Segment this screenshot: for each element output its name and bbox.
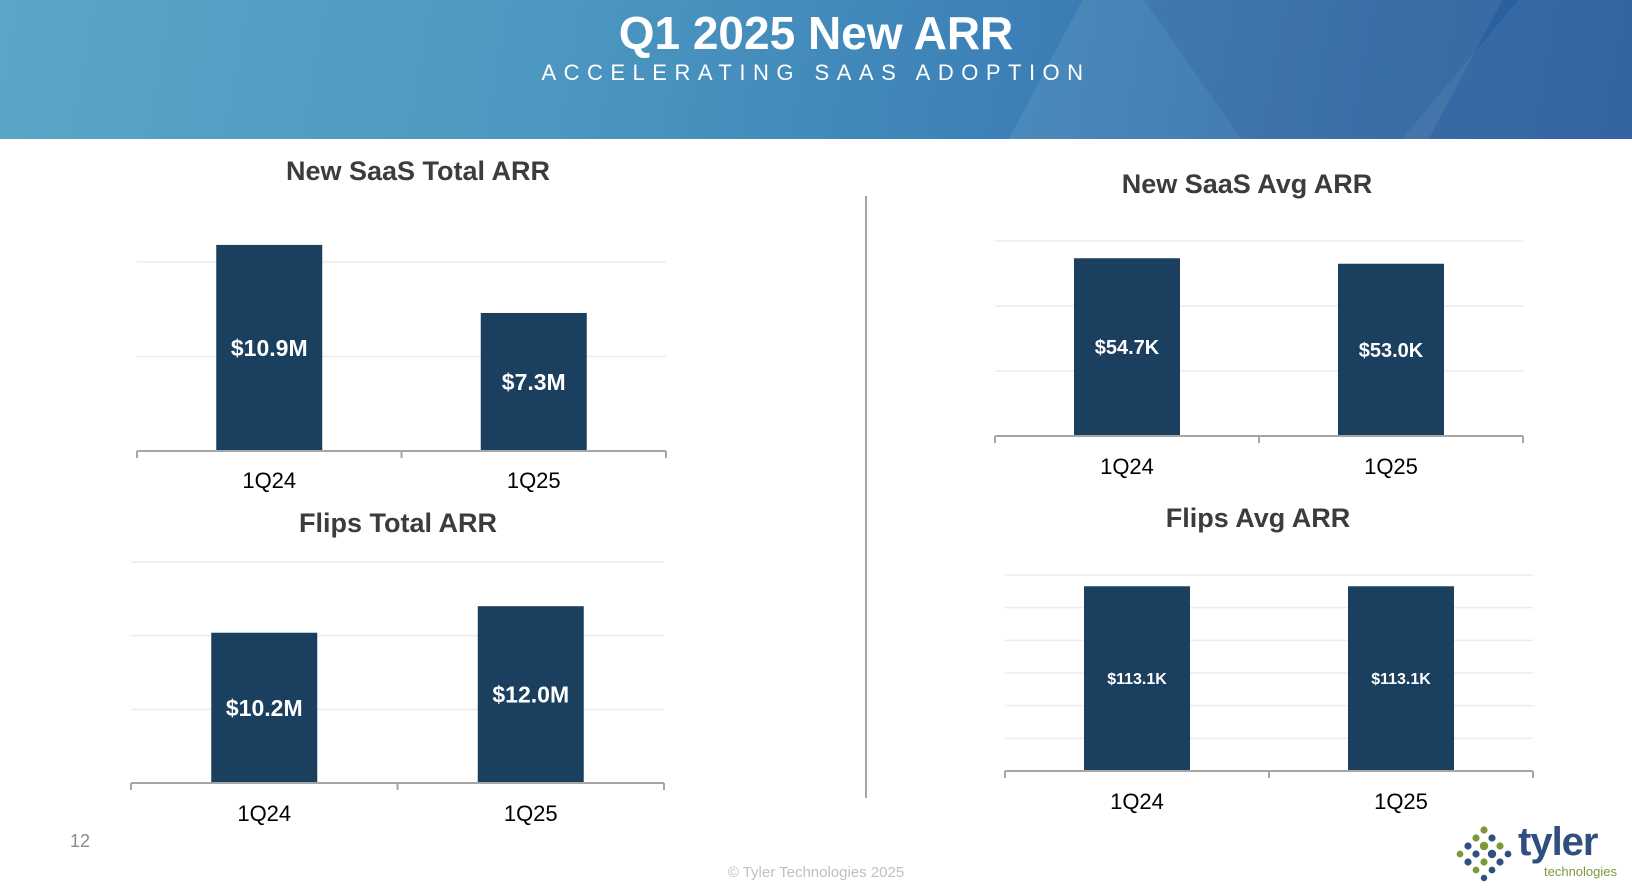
bar-1q24	[1074, 258, 1180, 436]
bar-1q25	[1338, 263, 1444, 436]
x-tick-label: 1Q25	[1374, 789, 1428, 814]
data-label: $10.2M	[226, 695, 303, 721]
x-tick-label: 1Q24	[1100, 454, 1154, 479]
page-title: Q1 2025 New ARR	[618, 7, 1014, 59]
vertical-divider	[865, 196, 867, 798]
x-tick-label: 1Q25	[1364, 454, 1418, 479]
page-subtitle: ACCELERATING SAAS ADOPTION	[541, 60, 1091, 85]
chart-title: New SaaS Total ARR	[286, 156, 550, 186]
x-tick-label: 1Q24	[237, 801, 291, 826]
bar-1q25	[477, 606, 584, 783]
data-label: $54.7K	[1095, 337, 1160, 359]
x-tick-label: 1Q25	[504, 801, 558, 826]
data-label: $12.0M	[492, 682, 569, 708]
flips-total-arr-chart: Flips Total ARR $10.2M 1Q24 $12.0M 1Q25	[130, 508, 665, 826]
data-label: $113.1K	[1107, 671, 1167, 688]
chart-title: New SaaS Avg ARR	[1122, 169, 1373, 199]
data-label: $53.0K	[1359, 340, 1424, 362]
bar-1q24	[211, 632, 318, 783]
new-saas-avg-arr-chart: New SaaS Avg ARR $54.7K 1Q24 $53.0K 1Q25	[994, 169, 1524, 479]
bar-1q24	[1084, 586, 1190, 771]
chart-title: Flips Avg ARR	[1166, 503, 1351, 533]
bar-1q25	[1348, 586, 1454, 771]
copyright-text: © Tyler Technologies 2025	[727, 864, 905, 881]
new-saas-total-arr-chart: New SaaS Total ARR $10.9M 1Q24 $7.3M 1Q25	[136, 156, 667, 493]
bar-1q24	[216, 244, 323, 451]
chart-title: Flips Total ARR	[299, 508, 497, 538]
x-tick-label: 1Q25	[507, 468, 561, 493]
tyler-logo: tyler technologies	[1452, 820, 1622, 888]
data-label: $7.3M	[502, 369, 566, 395]
data-label: $10.9M	[231, 335, 308, 361]
page-number: 12	[70, 831, 91, 851]
logo-wordmark: tyler	[1518, 820, 1598, 864]
x-tick-label: 1Q24	[242, 468, 296, 493]
header-banner: Q1 2025 New ARR ACCELERATING SAAS ADOPTI…	[0, 0, 1632, 139]
flips-avg-arr-chart: Flips Avg ARR $113.1K 1Q24 $113.1K 1Q25	[1004, 503, 1534, 814]
tyler-logo-icon	[1456, 826, 1512, 882]
data-label: $113.1K	[1371, 671, 1431, 688]
x-tick-label: 1Q24	[1110, 789, 1164, 814]
logo-subtext: technologies	[1544, 864, 1617, 879]
bar-1q25	[480, 312, 587, 451]
